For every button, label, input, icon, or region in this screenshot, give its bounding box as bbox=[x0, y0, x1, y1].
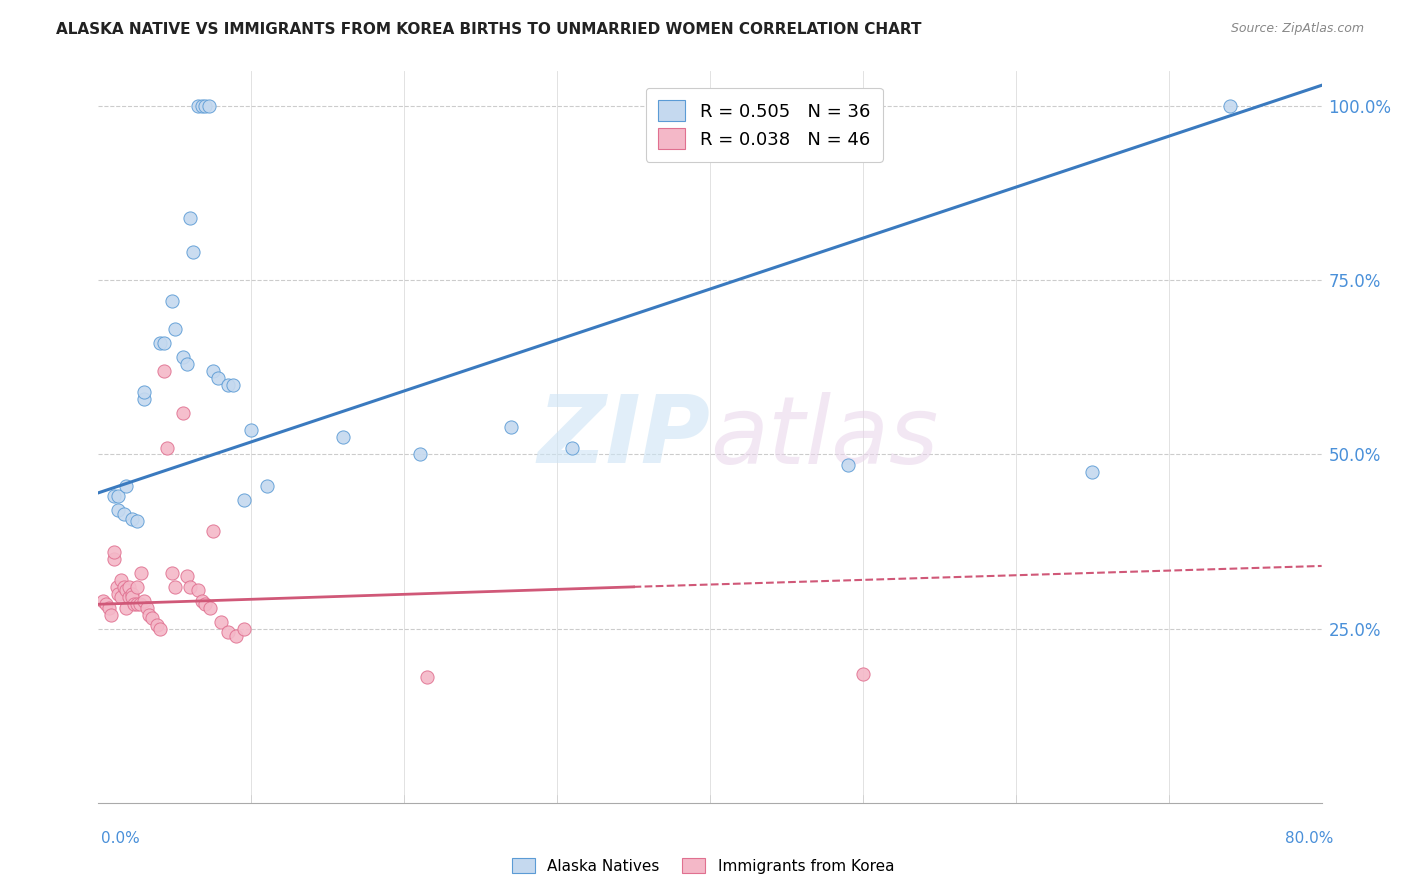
Point bbox=[416, 670, 439, 684]
Point bbox=[197, 99, 219, 113]
Point bbox=[105, 580, 128, 594]
Point bbox=[202, 364, 225, 378]
Point bbox=[125, 597, 148, 611]
Point bbox=[134, 392, 156, 406]
Point bbox=[125, 514, 148, 528]
Point bbox=[129, 566, 152, 580]
Point bbox=[187, 583, 209, 598]
Point bbox=[107, 587, 129, 601]
Text: ZIP: ZIP bbox=[537, 391, 710, 483]
Point bbox=[202, 524, 225, 538]
Point bbox=[172, 406, 194, 420]
Point bbox=[118, 591, 141, 605]
Point bbox=[232, 492, 254, 507]
Text: atlas: atlas bbox=[710, 392, 938, 483]
Point bbox=[121, 591, 143, 605]
Point bbox=[217, 625, 239, 640]
Point bbox=[138, 607, 160, 622]
Point bbox=[176, 357, 198, 371]
Point bbox=[332, 430, 354, 444]
Point bbox=[198, 600, 221, 615]
Legend: R = 0.505   N = 36, R = 0.038   N = 46: R = 0.505 N = 36, R = 0.038 N = 46 bbox=[645, 87, 883, 162]
Point bbox=[160, 566, 183, 580]
Point bbox=[149, 622, 172, 636]
Point bbox=[217, 377, 239, 392]
Point bbox=[112, 580, 135, 594]
Point bbox=[163, 322, 186, 336]
Point bbox=[110, 591, 132, 605]
Point bbox=[222, 377, 245, 392]
Point bbox=[121, 511, 143, 525]
Point bbox=[176, 569, 198, 583]
Point bbox=[256, 479, 278, 493]
Point bbox=[207, 371, 229, 385]
Point bbox=[181, 245, 204, 260]
Point bbox=[408, 448, 430, 462]
Point bbox=[125, 580, 148, 594]
Point bbox=[110, 573, 132, 587]
Point bbox=[122, 597, 145, 611]
Point bbox=[145, 618, 167, 632]
Point bbox=[194, 99, 217, 113]
Point bbox=[94, 597, 117, 611]
Legend: Alaska Natives, Immigrants from Korea: Alaska Natives, Immigrants from Korea bbox=[506, 852, 900, 880]
Point bbox=[191, 99, 214, 113]
Text: 0.0%: 0.0% bbox=[101, 831, 141, 846]
Point bbox=[232, 622, 254, 636]
Point bbox=[100, 607, 122, 622]
Point bbox=[209, 615, 232, 629]
Point bbox=[103, 545, 125, 559]
Point bbox=[160, 294, 183, 309]
Point bbox=[1219, 99, 1241, 113]
Point bbox=[141, 611, 163, 625]
Point bbox=[194, 597, 217, 611]
Text: 80.0%: 80.0% bbox=[1285, 831, 1333, 846]
Point bbox=[163, 580, 186, 594]
Point bbox=[179, 580, 201, 594]
Point bbox=[156, 441, 179, 455]
Point bbox=[1341, 468, 1364, 483]
Point bbox=[98, 600, 121, 615]
Point bbox=[115, 479, 138, 493]
Point bbox=[136, 600, 159, 615]
Point bbox=[118, 580, 141, 594]
Point bbox=[187, 99, 209, 113]
Text: ALASKA NATIVE VS IMMIGRANTS FROM KOREA BIRTHS TO UNMARRIED WOMEN CORRELATION CHA: ALASKA NATIVE VS IMMIGRANTS FROM KOREA B… bbox=[56, 22, 922, 37]
Point bbox=[115, 583, 138, 598]
Point bbox=[91, 594, 114, 608]
Point bbox=[107, 503, 129, 517]
Point bbox=[240, 423, 263, 437]
Point bbox=[149, 336, 172, 351]
Point bbox=[225, 629, 247, 643]
Point bbox=[837, 458, 859, 472]
Point bbox=[134, 384, 156, 399]
Point bbox=[112, 507, 135, 521]
Point bbox=[103, 552, 125, 566]
Point bbox=[153, 336, 176, 351]
Point bbox=[561, 441, 583, 455]
Point bbox=[179, 211, 201, 225]
Point bbox=[134, 594, 156, 608]
Point bbox=[128, 597, 150, 611]
Point bbox=[191, 594, 214, 608]
Point bbox=[121, 587, 143, 601]
Text: Source: ZipAtlas.com: Source: ZipAtlas.com bbox=[1230, 22, 1364, 36]
Point bbox=[501, 419, 523, 434]
Point bbox=[153, 364, 176, 378]
Point bbox=[852, 667, 875, 681]
Point bbox=[103, 489, 125, 503]
Point bbox=[107, 489, 129, 503]
Point bbox=[172, 350, 194, 364]
Point bbox=[115, 600, 138, 615]
Point bbox=[1081, 465, 1104, 479]
